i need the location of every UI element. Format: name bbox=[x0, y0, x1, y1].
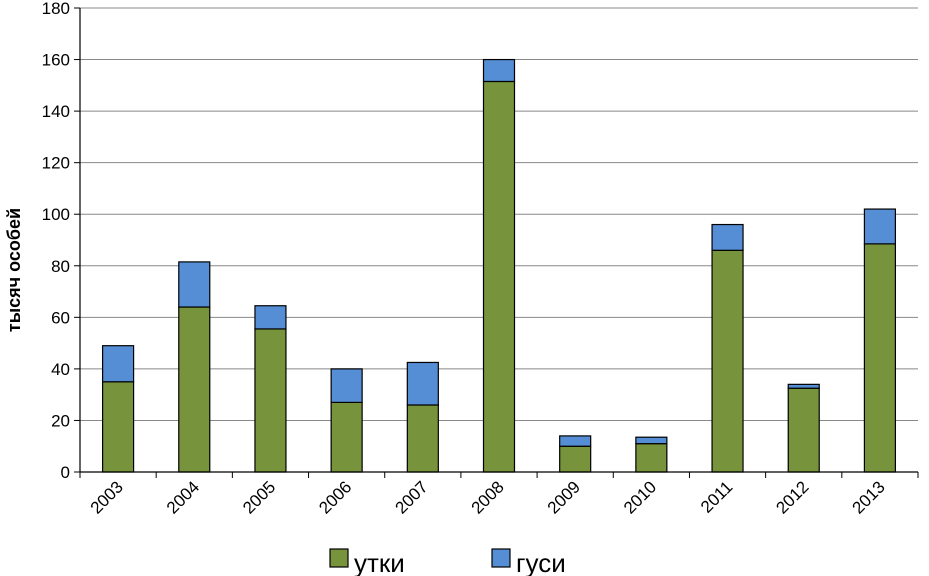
y-tick-label: 140 bbox=[42, 102, 70, 121]
y-tick-label: 20 bbox=[51, 411, 70, 430]
x-tick-label: 2003 bbox=[87, 477, 127, 517]
bar-geese-2003 bbox=[101, 345, 135, 383]
x-tick-label: 2008 bbox=[468, 477, 508, 517]
x-tick-labels: 2003 2004 2005 2006 2007 2008 2009 2010 2011 2012… bbox=[79, 472, 919, 518]
x-tick-label: 2009 bbox=[544, 477, 584, 517]
bar-ducks-2008 bbox=[482, 80, 516, 473]
legend-label-ducks: утки bbox=[354, 548, 405, 576]
bars bbox=[101, 58, 897, 473]
bar-ducks-2010 bbox=[635, 443, 668, 473]
bar-geese-2008 bbox=[482, 58, 516, 83]
axes bbox=[79, 8, 918, 473]
bar-ducks-2007 bbox=[406, 404, 439, 473]
x-tick-label: 2005 bbox=[239, 477, 279, 517]
bar-geese-2006 bbox=[330, 368, 363, 403]
bar-geese-2013 bbox=[863, 208, 897, 245]
legend-swatch-geese bbox=[491, 548, 511, 568]
bar-geese-2009 bbox=[559, 435, 592, 447]
y-tick-label: 80 bbox=[51, 257, 70, 276]
y-tick-label: 0 bbox=[61, 463, 70, 482]
bar-geese-2007 bbox=[406, 361, 439, 406]
x-tick-label: 2011 bbox=[697, 477, 736, 516]
y-tick-label: 100 bbox=[42, 205, 70, 224]
legend-swatch-ducks bbox=[329, 548, 349, 568]
y-tick-label: 180 bbox=[42, 0, 70, 18]
bar-ducks-2011 bbox=[711, 249, 744, 473]
y-tick-label: 40 bbox=[51, 360, 70, 379]
bar-geese-2012 bbox=[787, 383, 820, 389]
bar-ducks-2013 bbox=[863, 243, 897, 473]
y-tick-label: 60 bbox=[51, 308, 70, 327]
x-tick-label: 2012 bbox=[772, 477, 812, 517]
legend: утки гуси bbox=[329, 548, 566, 576]
bar-geese-2005 bbox=[254, 305, 287, 330]
legend-label-geese: гуси bbox=[516, 548, 566, 576]
x-tick-label: 2007 bbox=[391, 477, 431, 517]
bar-ducks-2003 bbox=[101, 381, 135, 473]
bar-geese-2011 bbox=[711, 223, 744, 251]
bar-geese-2004 bbox=[178, 261, 211, 308]
x-tick-label: 2010 bbox=[620, 477, 660, 517]
y-tick-label: 160 bbox=[42, 51, 70, 70]
y-tick-label: 120 bbox=[42, 154, 70, 173]
bar-ducks-2006 bbox=[330, 401, 363, 473]
x-tick-label: 2006 bbox=[315, 477, 355, 517]
x-tick-label: 2013 bbox=[849, 477, 889, 517]
bar-geese-2010 bbox=[635, 436, 668, 445]
y-axis-title: тысяч особей bbox=[4, 208, 24, 332]
bar-ducks-2012 bbox=[787, 387, 820, 473]
x-tick-label: 2004 bbox=[163, 477, 203, 517]
y-tick-labels: 0 20 40 60 80 100 120 140 160 180 bbox=[42, 0, 70, 482]
bar-ducks-2005 bbox=[254, 328, 287, 473]
bar-ducks-2009 bbox=[559, 445, 592, 473]
bar-ducks-2004 bbox=[178, 306, 211, 473]
